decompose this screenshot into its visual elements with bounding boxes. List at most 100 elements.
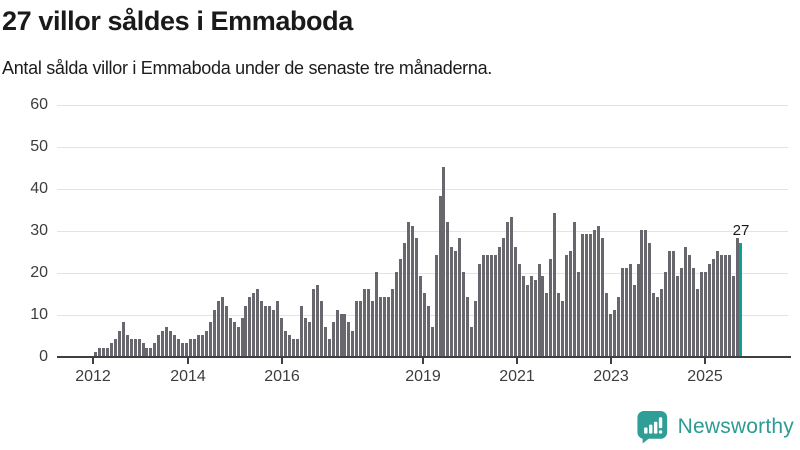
bar	[557, 293, 561, 356]
bar	[129, 339, 133, 356]
bar	[414, 238, 418, 356]
bar	[592, 230, 596, 356]
bar	[446, 222, 450, 356]
bar	[541, 276, 545, 356]
bar	[505, 222, 509, 356]
bar	[565, 255, 569, 356]
bar	[596, 226, 600, 356]
bar	[545, 293, 549, 356]
x-axis-label: 2014	[170, 368, 206, 385]
bar	[149, 348, 153, 356]
bar	[311, 289, 315, 356]
bar	[137, 339, 141, 356]
bar	[402, 243, 406, 356]
bar	[422, 293, 426, 356]
newsworthy-logo[interactable]: Newsworthy	[636, 408, 794, 446]
bar	[220, 297, 224, 356]
gridline	[57, 105, 788, 106]
bar	[280, 318, 284, 356]
bar	[240, 318, 244, 356]
x-axis-label: 2019	[405, 368, 441, 385]
bar	[537, 264, 541, 356]
bar	[656, 297, 660, 356]
bar	[165, 327, 169, 356]
bar	[331, 322, 335, 356]
bar	[668, 251, 672, 356]
bar	[212, 310, 216, 356]
bar	[248, 297, 252, 356]
x-tick-mark	[610, 358, 612, 364]
bar	[493, 255, 497, 356]
bar	[375, 272, 379, 356]
bar	[256, 289, 260, 356]
bar	[426, 306, 430, 356]
bar	[676, 276, 680, 356]
bar	[236, 327, 240, 356]
bar	[141, 343, 145, 356]
bar	[383, 297, 387, 356]
x-axis-label: 2023	[593, 368, 629, 385]
bar	[731, 276, 735, 356]
bar	[735, 238, 739, 356]
bar	[398, 259, 402, 356]
x-tick-mark	[187, 358, 189, 364]
bar	[272, 310, 276, 356]
bar	[660, 289, 664, 356]
bar	[410, 226, 414, 356]
bar	[284, 331, 288, 356]
bar	[521, 276, 525, 356]
bar	[695, 289, 699, 356]
bar	[438, 196, 442, 356]
x-axis-label: 2016	[264, 368, 300, 385]
bar	[343, 314, 347, 356]
bar	[482, 255, 486, 356]
bar	[339, 314, 343, 356]
chart-subtitle: Antal sålda villor i Emmaboda under de s…	[2, 58, 492, 78]
y-axis-label: 0	[39, 348, 48, 365]
bar	[276, 301, 280, 356]
bar	[288, 335, 292, 356]
bar	[268, 306, 272, 356]
brand-name: Newsworthy	[677, 415, 794, 438]
bar	[347, 322, 351, 356]
bar	[466, 297, 470, 356]
bar	[644, 230, 648, 356]
y-axis-label: 20	[30, 264, 48, 281]
bar	[252, 293, 256, 356]
bar	[161, 331, 165, 356]
gridline	[57, 147, 788, 148]
bar	[458, 238, 462, 356]
bar	[549, 259, 553, 356]
bar	[169, 331, 173, 356]
bar	[224, 306, 228, 356]
bar	[299, 306, 303, 356]
bar	[442, 167, 446, 356]
gridline	[57, 189, 788, 190]
y-axis-label: 40	[30, 180, 48, 197]
bar	[533, 280, 537, 356]
axis-baseline	[57, 356, 791, 358]
bar	[525, 285, 529, 356]
bar	[292, 339, 295, 356]
bar	[418, 276, 422, 356]
gridline	[57, 231, 788, 232]
bar	[351, 331, 355, 356]
bar	[691, 268, 695, 356]
bar	[145, 348, 149, 356]
bar	[517, 264, 521, 356]
bar	[200, 335, 204, 356]
bar	[117, 331, 121, 356]
bar	[327, 339, 331, 356]
bar	[501, 238, 505, 356]
x-axis-label: 2021	[499, 368, 535, 385]
y-axis-label: 60	[30, 96, 48, 113]
bar	[470, 327, 474, 356]
bar	[699, 272, 703, 356]
bar	[636, 264, 640, 356]
y-axis-label: 10	[30, 306, 48, 323]
bar	[573, 222, 577, 356]
bar	[430, 327, 434, 356]
bar	[664, 272, 668, 356]
bar	[185, 343, 189, 356]
